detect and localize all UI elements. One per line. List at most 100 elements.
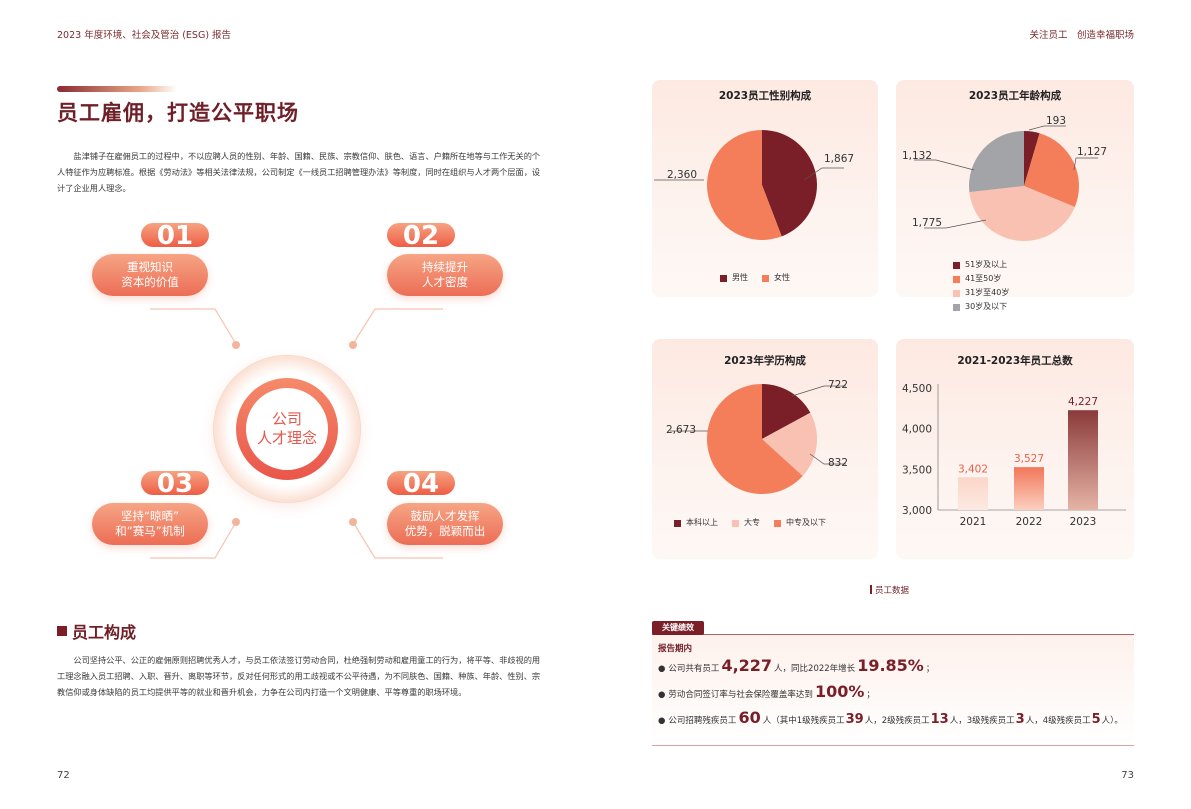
y-tick-label: 4,000 (902, 424, 932, 436)
bar-value-label: 3,527 (1014, 453, 1044, 465)
x-tick-label: 2023 (1070, 516, 1097, 528)
data-label: 1,132 (902, 150, 932, 162)
pie-slice (762, 130, 817, 237)
y-tick-label: 3,000 (902, 505, 932, 517)
concept-center-line2: 人才理念 (256, 429, 317, 447)
pie-slice (1024, 133, 1079, 207)
kpi-text: 公司招聘残疾员工 (668, 716, 737, 726)
connector-dot (232, 341, 240, 349)
bullet-icon: ● (658, 716, 666, 726)
bullet-icon: ● (658, 690, 666, 700)
kpi-text: 人，2级残疾员工 (864, 716, 930, 726)
concept-item-line: 持续提升 (422, 260, 468, 274)
leader-line (791, 385, 846, 397)
concept-item-line: 优势，脱颖而出 (404, 524, 486, 538)
legend-label: 41至50岁 (965, 274, 1002, 283)
concept-item-line: 坚持“晾晒” (121, 509, 179, 523)
legend-item: 41至50岁 (953, 272, 1029, 286)
kpi-row-employees: ● 公司共有员工 4,227 人，同比2022年增长 19.85% ； (658, 656, 934, 675)
section-title: 员工构成 (72, 623, 137, 642)
report-header-right: 关注员工 创造幸福职场 (1029, 30, 1134, 41)
source-marker-icon (870, 585, 872, 594)
pie-slice (762, 384, 811, 439)
pie-slice (707, 384, 803, 494)
data-label: 722 (828, 379, 848, 391)
data-label: 2,360 (667, 169, 697, 181)
key-performance-subtitle: 报告期内 (658, 644, 693, 654)
connector-dot (349, 518, 357, 526)
kpi-text: ； (866, 690, 875, 700)
chart-legend: 男性 女性 (720, 271, 804, 285)
legend-label: 31岁至40岁 (965, 288, 1010, 297)
pie-slice (969, 131, 1024, 193)
kpi-value: 4,227 (721, 656, 773, 675)
kpi-text: 公司共有员工 (668, 664, 720, 674)
legend-swatch (720, 274, 727, 282)
bar-value-label: 4,227 (1068, 396, 1098, 408)
concept-item-line: 资本的价值 (121, 275, 179, 289)
pie-slice (1024, 131, 1040, 186)
legend-label: 大专 (744, 518, 760, 527)
legend-item: 51岁及以上 (953, 258, 1029, 272)
legend-item: 30岁及以下 (953, 300, 1029, 314)
connector-dot (349, 341, 357, 349)
leader-line (803, 167, 844, 181)
chart-card-total: 2021-2023年员工总数 3,000 3,500 4,000 4,500 3,402… (896, 339, 1134, 559)
concept-item-03: 坚持“晾晒” 和“赛马”机制 (92, 503, 208, 545)
data-source-label: 员工数据 (870, 584, 909, 596)
concept-index-03: 03 (141, 471, 209, 497)
employee-total-bar-chart: 3,000 3,500 4,000 4,500 3,402 2021 3,527 2022 4,… (902, 383, 1126, 528)
legend-swatch (774, 519, 781, 527)
legend-swatch (674, 519, 681, 527)
kpi-text: ； (925, 664, 935, 674)
pie-slice (969, 186, 1075, 241)
data-label: 832 (828, 457, 848, 469)
kpi-text: 人）。 (1101, 716, 1123, 726)
chart-title: 2023员工性别构成 (718, 90, 812, 102)
legend-label: 中专及以下 (786, 518, 826, 527)
concept-item-line: 和“赛马”机制 (115, 524, 185, 538)
concept-item-line: 重视知识 (127, 260, 173, 274)
concept-center-line1: 公司 (271, 410, 302, 428)
bar (1068, 410, 1098, 510)
chart-card-gender: 2023员工性别构成 1,867 2,360 男性 女性 (652, 80, 878, 297)
kpi-value: 19.85% (857, 656, 924, 675)
pie-slice (762, 412, 817, 477)
concept-index-04: 04 (387, 471, 455, 497)
legend-label: 女性 (774, 273, 790, 282)
connector-dot (232, 518, 240, 526)
y-tick-label: 3,500 (902, 464, 932, 476)
concept-item-line: 人才密度 (422, 275, 468, 289)
data-label: 1,867 (824, 153, 854, 165)
pie-slice (707, 130, 782, 241)
concept-item-02: 持续提升 人才密度 (387, 254, 503, 296)
title-accent-bar (57, 86, 177, 92)
chart-title: 2023员工年龄构成 (968, 90, 1062, 102)
legend-label: 男性 (732, 273, 748, 282)
page-number-right: 73 (1121, 770, 1134, 781)
kpi-value: 100% (814, 682, 865, 701)
key-performance-box (652, 635, 1134, 746)
leader-line (809, 453, 846, 465)
concept-item-04: 鼓励人才发挥 优势，脱颖而出 (387, 503, 503, 545)
legend-item: 31岁至40岁 (953, 286, 1029, 300)
kpi-row-contract: ● 劳动合同签订率与社会保险覆盖率达到 100% ； (658, 682, 875, 701)
legend-item: 中专及以下 (774, 516, 826, 530)
legend-item: 本科以上 (674, 516, 718, 530)
chart-legend: 51岁及以上 41至50岁 31岁至40岁 30岁及以下 (953, 258, 1123, 314)
data-label: 1,775 (912, 217, 942, 229)
kpi-text: 劳动合同签订率与社会保险覆盖率达到 (668, 690, 813, 700)
kpi-text: 人，4级残疾员工 (1025, 716, 1091, 726)
legend-swatch (953, 261, 960, 269)
kpi-value: 39 (845, 712, 864, 727)
concept-index-01: 01 (141, 223, 209, 249)
legend-swatch (762, 274, 769, 282)
legend-item: 女性 (762, 271, 790, 285)
concept-item-line: 鼓励人才发挥 (410, 509, 480, 523)
bar (958, 477, 988, 510)
kpi-row-disabled: ● 公司招聘残疾员工 60 人（其中1级残疾员工 39 人，2级残疾员工 13 … (658, 708, 1123, 727)
kpi-text: 人，3级残疾员工 (949, 716, 1015, 726)
legend-item: 男性 (720, 271, 748, 285)
chart-title: 2021-2023年员工总数 (957, 355, 1073, 367)
bar-value-label: 3,402 (958, 463, 988, 475)
